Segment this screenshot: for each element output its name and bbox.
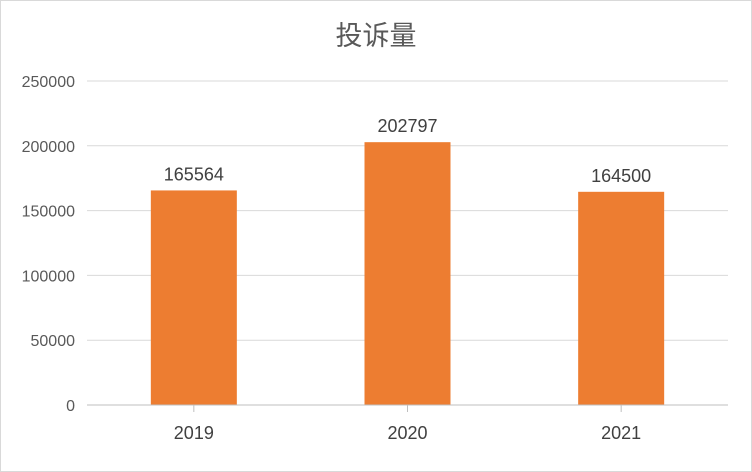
bar-2019 [150,190,237,405]
y-axis-ticks: 0 50000 100000 150000 200000 250000 [22,74,75,415]
x-tick-label: 2020 [387,423,427,443]
y-tick-label: 50000 [31,333,76,350]
y-tick-label: 100000 [22,268,75,285]
data-label: 165564 [164,164,224,184]
x-tick-label: 2021 [601,423,641,443]
bar-2020 [364,142,451,405]
y-tick-label: 150000 [22,204,75,221]
y-tick-label: 0 [66,398,75,415]
chart-title: 投诉量 [336,21,417,52]
x-tick-label: 2019 [174,423,214,443]
bar-2021 [578,191,665,405]
x-axis-ticks: 2019 2020 2021 [174,405,641,443]
data-label: 164500 [591,166,651,186]
y-tick-label: 200000 [22,139,75,156]
bars [150,142,665,405]
data-labels: 165564 202797 164500 [164,116,651,186]
y-tick-label: 250000 [22,74,75,91]
data-label: 202797 [377,116,437,136]
